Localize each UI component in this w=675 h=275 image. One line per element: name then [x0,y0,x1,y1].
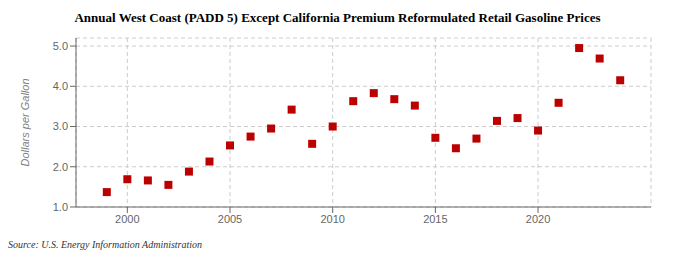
svg-text:1.0: 1.0 [53,201,68,213]
svg-text:2020: 2020 [526,213,550,225]
svg-text:2.0: 2.0 [53,161,68,173]
html-text:Annual West Coast (PADD 5) Exc: Annual West Coast (PADD 5) Except Califo… [74,10,601,25]
svg-text:2015: 2015 [423,213,447,225]
svg-text:2010: 2010 [320,213,344,225]
html-text:Source: U.S. Energy Informatio: Source: U.S. Energy Information Administ… [8,239,203,250]
svg-text:5.0: 5.0 [53,40,68,52]
svg-text:4.0: 4.0 [53,80,68,92]
svg-text:2005: 2005 [218,213,242,225]
svg-text:2000: 2000 [115,213,139,225]
svg-text:Dollars per Gallon: Dollars per Gallon [19,78,31,166]
svg-text:3.0: 3.0 [53,120,68,132]
